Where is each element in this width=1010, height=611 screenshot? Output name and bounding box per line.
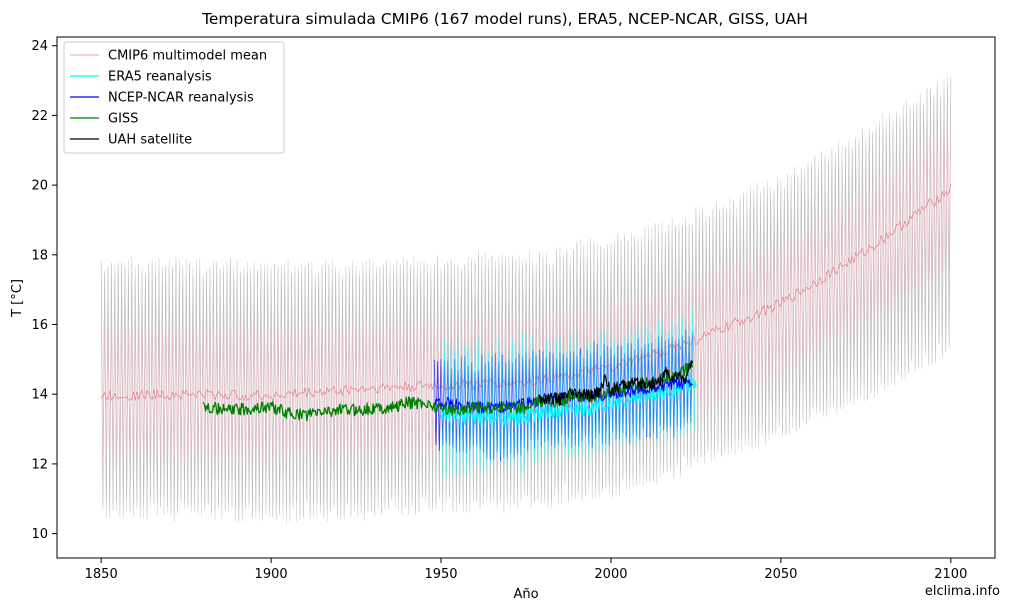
y-axis: 10 12 14 16 18 20 22 24	[31, 39, 57, 542]
era5-seasonal-line	[440, 307, 697, 479]
x-tick-label: 2000	[594, 567, 627, 582]
legend-box	[63, 41, 285, 154]
y-tick-label: 12	[31, 457, 48, 472]
cmip6-mean-line	[100, 183, 952, 402]
legend-label: CMIP6 multimodel mean	[108, 49, 267, 64]
x-axis-label: Año	[513, 587, 538, 602]
x-tick-label: 2100	[934, 567, 967, 582]
legend-label: ERA5 reanalysis	[108, 70, 212, 85]
legend-label: UAH satellite	[108, 133, 192, 148]
y-tick-label: 10	[31, 527, 48, 542]
y-tick-label: 16	[31, 318, 48, 333]
series-lines-layer	[202, 360, 697, 427]
x-tick-label: 2050	[764, 567, 797, 582]
era5-layer	[440, 307, 697, 479]
y-axis-label: T [°C]	[10, 279, 25, 318]
x-tick-label: 1900	[255, 567, 288, 582]
y-tick-label: 24	[31, 39, 48, 54]
x-axis: 1850 1900 1950 2000 2050 2100	[85, 558, 967, 582]
plot-frame	[56, 36, 996, 559]
x-tick-label: 1850	[85, 567, 118, 582]
legend: CMIP6 multimodel mean ERA5 reanalysis NCEP…	[63, 41, 285, 154]
cmip6-mean-seasonal-line	[100, 122, 952, 464]
y-tick-label: 22	[31, 109, 48, 124]
x-tick-label: 1950	[424, 567, 457, 582]
legend-label: NCEP-NCAR reanalysis	[108, 91, 254, 106]
y-tick-label: 18	[31, 248, 48, 263]
y-tick-label: 14	[31, 388, 48, 403]
y-tick-label: 20	[31, 179, 48, 194]
legend-label: GISS	[108, 112, 138, 127]
uah-line	[539, 360, 694, 406]
cmip6-mean-band-layer	[100, 122, 952, 464]
credit-text: elclima.info	[925, 584, 1000, 599]
chart-title: Temperatura simulada CMIP6 (167 model ru…	[201, 10, 808, 28]
